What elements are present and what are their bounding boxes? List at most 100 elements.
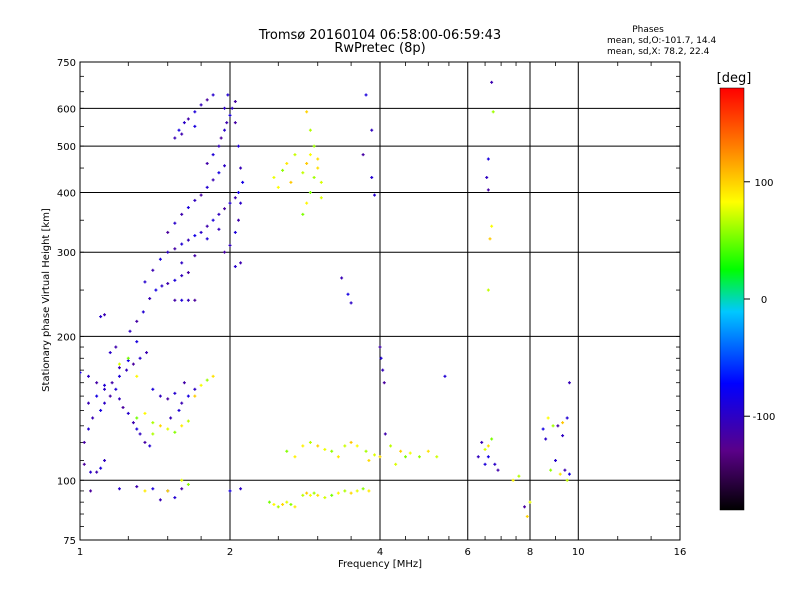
o-mode-point (486, 455, 490, 459)
o-mode-point (151, 487, 155, 491)
o-mode-point (496, 468, 500, 472)
x-tick-label: 4 (377, 547, 383, 558)
x-mode-point (367, 489, 371, 493)
o-mode-point (158, 498, 162, 502)
x-mode-point (166, 427, 170, 431)
x-mode-point (316, 166, 320, 170)
x-mode-point (561, 421, 565, 425)
o-mode-point (177, 128, 181, 132)
x-mode-point (364, 449, 368, 453)
x-mode-point (308, 153, 312, 157)
x-mode-point (435, 455, 439, 459)
x-mode-point (293, 505, 297, 509)
o-mode-point (233, 121, 237, 125)
o-mode-point (166, 230, 170, 234)
o-mode-point (135, 319, 139, 323)
x-mode-point (143, 489, 147, 493)
o-mode-point (239, 201, 243, 205)
x-mode-point (483, 447, 487, 451)
x-mode-point (336, 491, 340, 495)
chart-subtitle: RwPretec (8p) (334, 41, 425, 56)
x-mode-point (308, 440, 312, 444)
o-mode-point (193, 110, 197, 114)
o-mode-point (556, 424, 560, 428)
o-mode-point (138, 356, 142, 360)
stats-line-o: mean, sd,O:-101.7, 14.4 (607, 36, 717, 46)
o-mode-point (193, 298, 197, 302)
stats-line-x: mean, sd,X: 78.2, 22.4 (607, 47, 710, 57)
o-mode-point (193, 387, 197, 391)
x-mode-point (361, 487, 365, 491)
x-mode-point (285, 449, 289, 453)
x-mode-point (205, 378, 209, 382)
x-mode-point (558, 472, 562, 476)
o-mode-point (239, 166, 243, 170)
o-mode-point (131, 421, 135, 425)
o-mode-point (99, 315, 103, 319)
x-mode-point (367, 458, 371, 462)
o-mode-point (379, 356, 383, 360)
x-mode-point (151, 421, 155, 425)
x-tick-label: 6 (465, 547, 471, 558)
x-mode-point (490, 224, 494, 228)
o-mode-point (199, 230, 203, 234)
o-mode-point (180, 212, 184, 216)
o-mode-point (483, 462, 487, 466)
o-mode-point (173, 247, 177, 251)
o-mode-point (173, 278, 177, 282)
x-mode-point (180, 424, 184, 428)
o-mode-point (182, 121, 186, 125)
o-mode-point (443, 374, 447, 378)
o-mode-point (226, 93, 230, 97)
o-mode-point (99, 408, 103, 412)
y-axis-ticks: 75 100 200 300 400 500 600 750 (57, 58, 680, 547)
o-mode-point (180, 261, 184, 265)
o-mode-point (103, 387, 107, 391)
x-mode-point (323, 496, 327, 500)
o-mode-point (180, 242, 184, 246)
o-mode-point (166, 282, 170, 286)
x-mode-point (211, 374, 215, 378)
o-mode-point (567, 472, 571, 476)
o-mode-point (186, 238, 190, 242)
x-mode-point (355, 444, 359, 448)
o-mode-point (186, 271, 190, 275)
o-mode-point (173, 221, 177, 225)
x-mode-point (349, 440, 353, 444)
o-mode-point (193, 198, 197, 202)
x-mode-point (308, 128, 312, 132)
o-mode-point (241, 180, 245, 184)
colorbar-tick-label: 100 (754, 178, 773, 189)
o-mode-point (223, 164, 227, 168)
x-mode-point (549, 468, 553, 472)
x-mode-point (486, 288, 490, 292)
x-mode-point (312, 491, 316, 495)
o-mode-point (141, 310, 145, 314)
o-mode-point (103, 383, 107, 387)
x-mode-point (408, 451, 412, 455)
o-mode-point (205, 224, 209, 228)
o-mode-point (135, 340, 139, 344)
o-mode-point (205, 237, 209, 241)
x-tick-label: 10 (572, 547, 585, 558)
x-mode-point (511, 478, 515, 482)
o-mode-point (230, 106, 234, 110)
o-mode-point (228, 201, 232, 205)
o-mode-point (211, 178, 215, 182)
x-tick-label: 8 (527, 547, 533, 558)
o-mode-point (169, 416, 173, 420)
x-mode-point (399, 449, 403, 453)
o-mode-point (565, 416, 569, 420)
o-mode-point (361, 153, 365, 157)
o-mode-point (378, 345, 382, 349)
o-mode-point (86, 427, 90, 431)
o-mode-point (158, 394, 162, 398)
x-axis-ticks: 1 2 4 6 8 10 16 (77, 62, 686, 558)
o-mode-point (239, 261, 243, 265)
colorbar-tick-label: 0 (761, 295, 767, 306)
o-mode-point (370, 128, 374, 132)
o-mode-point (180, 401, 184, 405)
o-mode-point (173, 136, 177, 140)
x-mode-point (565, 478, 569, 482)
